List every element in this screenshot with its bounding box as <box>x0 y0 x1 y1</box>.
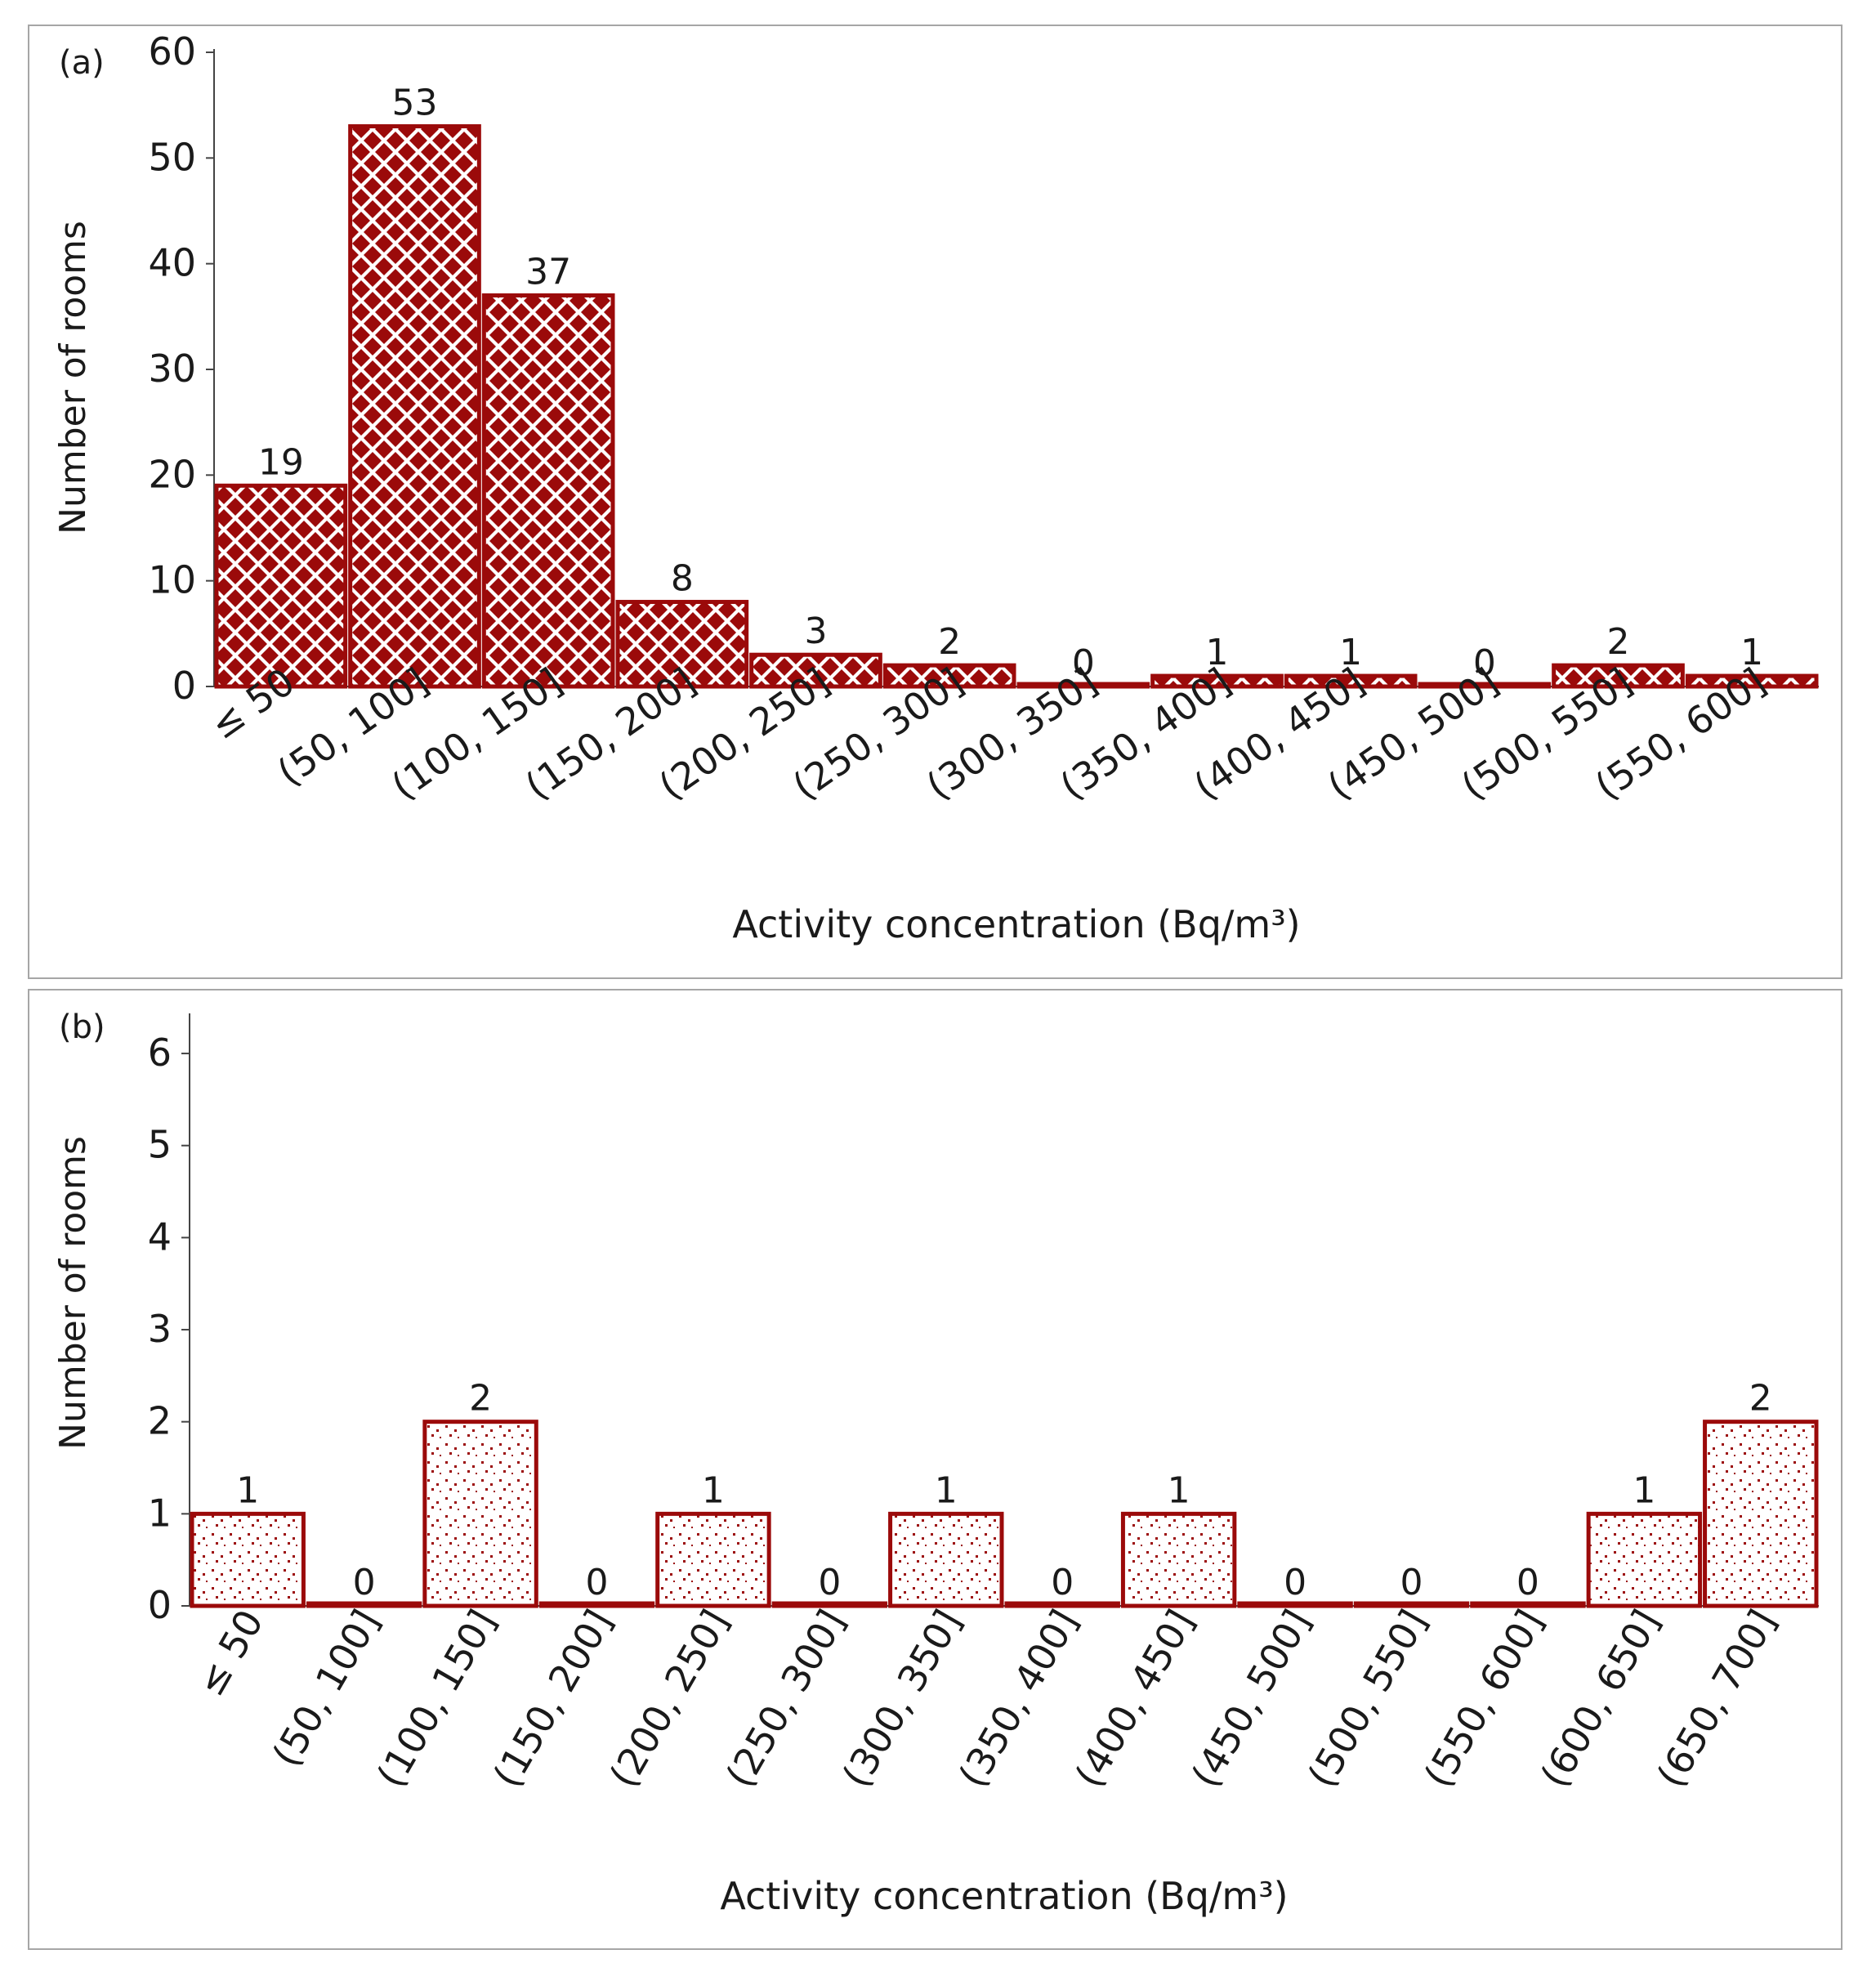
y-tick-label: 60 <box>148 29 196 74</box>
y-axis-label: Number of rooms <box>52 1136 94 1450</box>
x-tick-label: (250, 300] <box>717 1603 854 1795</box>
data-label: 1 <box>1633 1469 1655 1511</box>
x-tick-label: ≤ 50 <box>188 1603 272 1704</box>
bar <box>1284 673 1418 689</box>
y-tick-label: 50 <box>148 135 196 179</box>
data-label: 1 <box>236 1469 259 1511</box>
bar <box>481 293 615 689</box>
panel-label: (b) <box>59 1008 105 1046</box>
y-tick-label: 2 <box>148 1399 172 1443</box>
data-label: 1 <box>1206 632 1229 673</box>
bar <box>1237 1601 1353 1608</box>
panel-label: (a) <box>59 44 105 82</box>
bar <box>655 1511 771 1608</box>
data-label: 0 <box>1051 1562 1074 1603</box>
x-tick-label: (400, 450] <box>1066 1603 1203 1795</box>
y-tick-label: 3 <box>148 1307 172 1351</box>
data-label: 1 <box>935 1469 958 1511</box>
y-tick-label: 20 <box>148 452 196 496</box>
bar <box>1685 673 1819 689</box>
data-label: 0 <box>353 1562 376 1603</box>
bar <box>1353 1601 1470 1608</box>
x-tick-label: (150, 200] <box>485 1603 621 1795</box>
bar <box>538 1601 655 1608</box>
data-label: 2 <box>1749 1378 1772 1420</box>
bar <box>1418 682 1552 689</box>
bar <box>190 1511 306 1608</box>
bar <box>1004 1601 1120 1608</box>
x-tick-label: (650, 700] <box>1648 1603 1784 1795</box>
data-label: 1 <box>702 1469 725 1511</box>
bar <box>1703 1420 1819 1608</box>
data-label: 0 <box>818 1562 841 1603</box>
bar <box>1150 673 1284 689</box>
data-label: 8 <box>671 558 694 600</box>
chart-panel-b: (b) 0 1 2 3 4 5 6 Number of rooms 1 ≤ 50 0 (50, 100]… <box>28 989 1842 1950</box>
y-tick-label: 10 <box>148 558 196 602</box>
y-tick-label: 30 <box>148 347 196 391</box>
bar <box>422 1420 538 1608</box>
data-label: 19 <box>258 441 304 483</box>
data-label: 3 <box>805 610 828 652</box>
chart-panel-a: (a) 0 10 20 30 40 50 60 Number of rooms 19 ≤ 50 53(… <box>28 25 1842 979</box>
x-axis-label: Activity concentration (Bq/m³) <box>720 1874 1288 1918</box>
y-axis-label: Number of rooms <box>52 221 94 534</box>
bar <box>1470 1601 1586 1608</box>
x-tick-label: (550, 600] <box>1415 1603 1552 1795</box>
y-tick-label: 0 <box>148 1583 172 1627</box>
data-label: 53 <box>392 83 438 124</box>
x-tick-label: (100, 150] <box>368 1603 504 1795</box>
bar <box>348 124 481 689</box>
x-tick-label: (50, 100] <box>264 1603 389 1774</box>
data-label: 0 <box>1072 642 1095 684</box>
bar <box>771 1601 888 1608</box>
data-label: 0 <box>1284 1562 1306 1603</box>
data-label: 0 <box>1473 642 1496 684</box>
y-tick-label: 40 <box>148 241 196 285</box>
y-tick-label: 5 <box>148 1123 172 1167</box>
data-label: 37 <box>525 251 571 293</box>
x-tick-label: (200, 250] <box>601 1603 737 1795</box>
data-label: 2 <box>938 621 961 663</box>
y-tick-label: 4 <box>148 1214 172 1259</box>
bar <box>1120 1511 1237 1608</box>
data-label: 0 <box>586 1562 609 1603</box>
data-label: 2 <box>469 1378 492 1420</box>
data-label: 1 <box>1339 632 1362 673</box>
bar <box>749 652 882 689</box>
x-tick-label: (500, 550] <box>1299 1603 1436 1795</box>
bar <box>1586 1511 1703 1608</box>
y-tick-label: 0 <box>172 664 196 708</box>
y-tick-label: 1 <box>148 1491 172 1535</box>
x-tick-label: (450, 500] <box>1182 1603 1319 1795</box>
bar <box>888 1511 1004 1608</box>
bar <box>1016 682 1150 689</box>
bar <box>615 600 749 689</box>
data-label: 2 <box>1607 621 1630 663</box>
x-tick-label: (600, 650] <box>1532 1603 1668 1795</box>
x-tick-label: (350, 400] <box>950 1603 1087 1795</box>
y-tick-label: 6 <box>148 1031 172 1075</box>
data-label: 0 <box>1516 1562 1539 1603</box>
bar <box>214 483 348 689</box>
bar <box>1552 663 1685 689</box>
data-label: 1 <box>1168 1469 1190 1511</box>
data-label: 1 <box>1740 632 1763 673</box>
bar <box>882 663 1016 689</box>
bar <box>306 1601 422 1608</box>
x-axis-label: Activity concentration (Bq/m³) <box>732 902 1300 946</box>
data-label: 0 <box>1400 1562 1423 1603</box>
x-tick-label: (300, 350] <box>833 1603 970 1795</box>
